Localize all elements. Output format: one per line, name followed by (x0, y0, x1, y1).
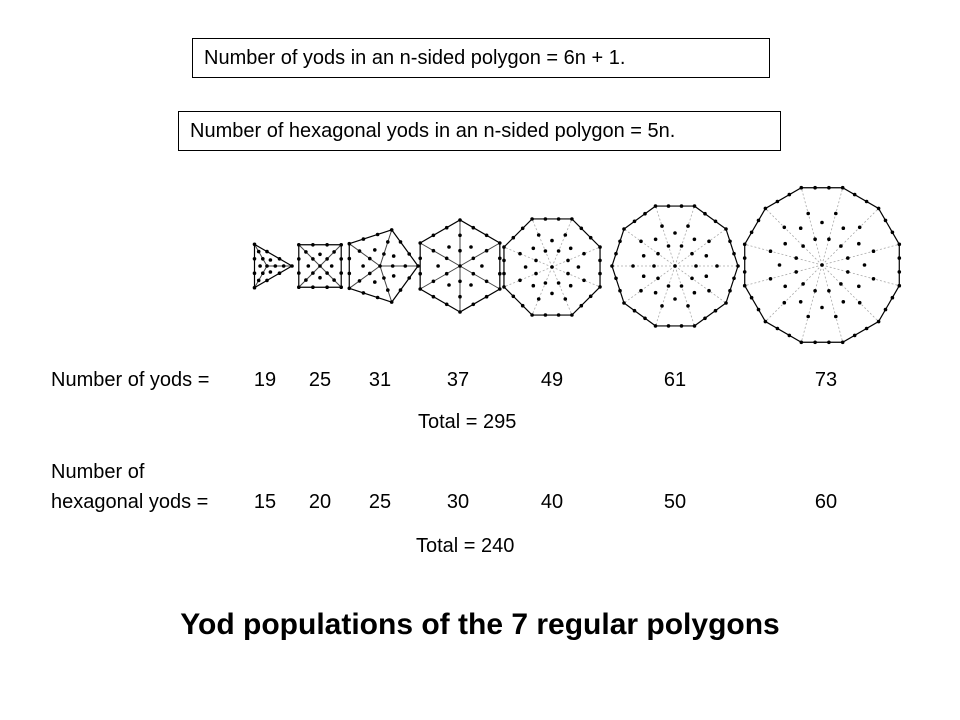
pentagon-polygon (347, 228, 420, 304)
hexagonal-count-triangle: 15 (253, 491, 277, 513)
hexagonal-total: Total = 240 (416, 535, 515, 557)
hexagonal-count-octagon: 40 (540, 491, 564, 513)
yods-formula-text: Number of yods in an n-sided polygon = 6… (204, 47, 626, 69)
yods-count-octagon: 49 (540, 369, 564, 391)
hexagonal-yods-formula-box: Number of hexagonal yods in an n-sided p… (178, 111, 781, 151)
yods-count-pentagon: 31 (368, 369, 392, 391)
dodecagon-polygon (742, 185, 902, 345)
yods-count-square: 25 (308, 369, 332, 391)
figure-caption: Yod populations of the 7 regular polygon… (180, 608, 780, 641)
hexagonal-row-label-line1: Number of (51, 461, 145, 483)
hexagonal-yods-formula-text: Number of hexagonal yods in an n-sided p… (190, 120, 676, 142)
yods-count-decagon: 61 (663, 369, 687, 391)
yods-row-label: Number of yods = (51, 369, 210, 391)
triangle-polygon (252, 242, 294, 290)
yods-formula-box: Number of yods in an n-sided polygon = 6… (192, 38, 770, 78)
hexagonal-count-dodecagon: 60 (814, 491, 838, 513)
yods-count-triangle: 19 (253, 369, 277, 391)
hexagon-polygon (418, 218, 502, 314)
yods-count-dodecagon: 73 (814, 369, 838, 391)
hexagonal-row-label-line2: hexagonal yods = (51, 491, 209, 513)
hexagonal-count-square: 20 (308, 491, 332, 513)
square-polygon (297, 243, 344, 290)
yods-count-hexagon: 37 (446, 369, 470, 391)
octagon-polygon (502, 217, 602, 317)
hexagonal-count-pentagon: 25 (368, 491, 392, 513)
hexagonal-count-decagon: 50 (663, 491, 687, 513)
polygons-illustration (252, 185, 902, 345)
decagon-polygon (610, 204, 740, 328)
hexagonal-count-hexagon: 30 (446, 491, 470, 513)
yods-total: Total = 295 (418, 411, 517, 433)
